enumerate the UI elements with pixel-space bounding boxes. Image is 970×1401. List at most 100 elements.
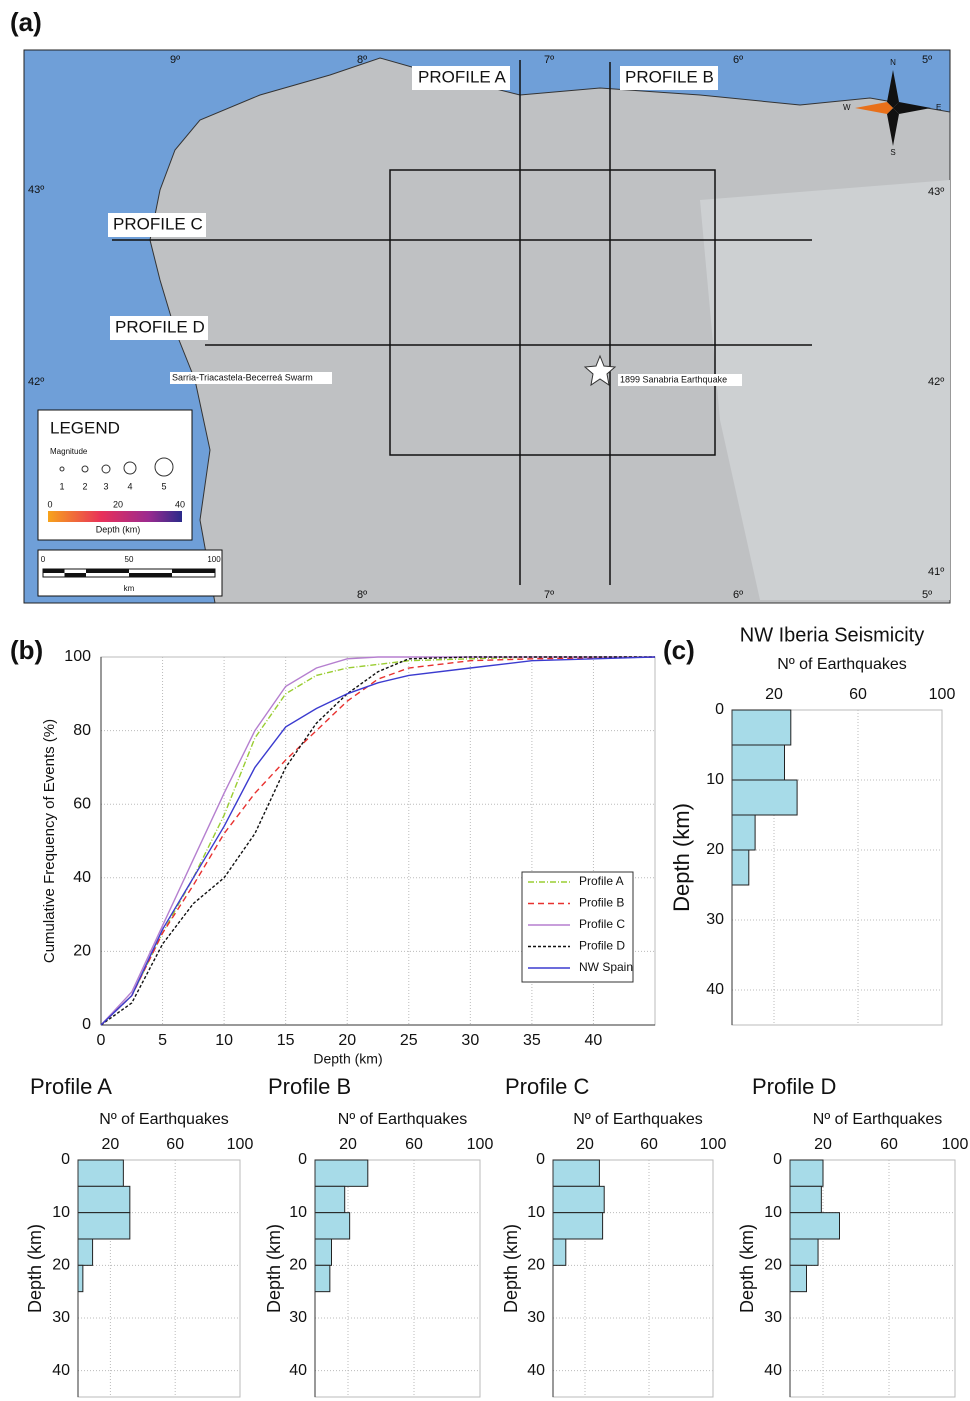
bar [315, 1213, 350, 1239]
x-tick-label: 15 [277, 1032, 295, 1049]
legend-label: 3 [103, 481, 108, 491]
x-tick-label: 20 [102, 1136, 120, 1153]
bar [78, 1186, 130, 1212]
scale-bar [43, 569, 215, 577]
legend-label: Profile C [579, 917, 625, 931]
compass-label: E [936, 103, 941, 112]
y-tick-label: 10 [706, 771, 724, 788]
latitude-label: 43º [928, 186, 944, 198]
legend-symbol [124, 462, 136, 474]
x-axis-label: Nº of Earthquakes [813, 1111, 942, 1128]
y-axis-label: Depth (km) [737, 1224, 757, 1313]
legend-label: Profile B [579, 896, 624, 910]
legend-label: Profile A [579, 874, 624, 888]
bar [553, 1186, 604, 1212]
bar [790, 1239, 818, 1265]
legend-label: NW Spain [579, 960, 633, 974]
x-axis-label: Nº of Earthquakes [99, 1111, 228, 1128]
bar [790, 1265, 807, 1291]
y-tick-label: 100 [64, 648, 91, 665]
scale-label: km [124, 584, 135, 593]
y-axis-label: Depth (km) [264, 1224, 284, 1313]
bar [553, 1239, 566, 1265]
x-tick-label: 60 [166, 1136, 184, 1153]
longitude-label: 6º [733, 589, 743, 601]
longitude-label: 9º [170, 54, 180, 66]
x-tick-label: 100 [467, 1136, 494, 1153]
y-tick-label: 10 [52, 1204, 70, 1221]
x-tick-label: 5 [158, 1032, 167, 1049]
depth-colorbar [48, 511, 182, 522]
chart-title: Profile A [30, 1074, 112, 1099]
y-tick-label: 30 [527, 1309, 545, 1326]
profile-label: PROFILE C [113, 214, 203, 233]
panel-label: (c) [663, 635, 695, 665]
y-tick-label: 10 [289, 1204, 307, 1221]
bar [315, 1186, 345, 1212]
y-tick-label: 0 [773, 1151, 782, 1168]
chart-title: NW Iberia Seismicity [740, 624, 924, 646]
x-tick-label: 25 [400, 1032, 418, 1049]
legend-label: 4 [127, 481, 132, 491]
latitude-label: 42º [28, 376, 44, 388]
x-tick-label: 20 [765, 686, 783, 703]
x-axis-label: Nº of Earthquakes [338, 1111, 467, 1128]
legend-symbol [155, 458, 173, 476]
x-tick-label: 20 [339, 1136, 357, 1153]
legend-label: 40 [175, 499, 185, 509]
y-tick-label: 10 [527, 1204, 545, 1221]
panel-label: (a) [10, 7, 42, 37]
chart-title: Profile B [268, 1074, 351, 1099]
y-tick-label: 30 [289, 1309, 307, 1326]
legend-label: 0 [47, 499, 52, 509]
page: (a) PROFILE A PROFILE B PROFILE C PROFIL… [0, 0, 970, 1401]
legend-symbol [60, 467, 64, 471]
x-tick-label: 100 [942, 1136, 969, 1153]
y-tick-label: 20 [73, 943, 91, 960]
scale-label: 0 [41, 555, 46, 564]
legend-label: 1 [59, 481, 64, 491]
y-tick-label: 0 [536, 1151, 545, 1168]
y-tick-label: 40 [73, 869, 91, 886]
bar [732, 710, 791, 745]
bar [78, 1213, 130, 1239]
figure: (a) PROFILE A PROFILE B PROFILE C PROFIL… [0, 0, 970, 1401]
x-axis-label: Depth (km) [313, 1051, 382, 1067]
y-tick-label: 40 [764, 1362, 782, 1379]
x-tick-label: 60 [405, 1136, 423, 1153]
bar [553, 1213, 603, 1239]
bar [732, 780, 797, 815]
y-axis-label: Depth (km) [25, 1224, 45, 1313]
latitude-label: 42º [928, 376, 944, 388]
bar [732, 815, 755, 850]
chart-title: Profile C [505, 1074, 589, 1099]
latitude-label: 41º [928, 566, 944, 578]
bar [790, 1186, 821, 1212]
y-tick-label: 40 [52, 1362, 70, 1379]
profile-label: PROFILE B [625, 67, 714, 86]
x-tick-label: 100 [700, 1136, 727, 1153]
y-tick-label: 40 [527, 1362, 545, 1379]
x-tick-label: 10 [215, 1032, 233, 1049]
bar [78, 1265, 83, 1291]
bar [790, 1160, 823, 1186]
bar [553, 1160, 599, 1186]
x-tick-label: 0 [97, 1032, 106, 1049]
y-tick-label: 10 [764, 1204, 782, 1221]
legend-label: 5 [161, 481, 166, 491]
x-tick-label: 60 [880, 1136, 898, 1153]
bar [315, 1265, 330, 1291]
y-tick-label: 0 [715, 701, 724, 718]
y-tick-label: 60 [73, 795, 91, 812]
bar [78, 1239, 93, 1265]
bar [732, 850, 749, 885]
legend-label: Magnitude [50, 447, 88, 456]
x-tick-label: 100 [227, 1136, 254, 1153]
y-tick-label: 40 [289, 1362, 307, 1379]
legend-symbol [102, 465, 110, 473]
y-tick-label: 80 [73, 722, 91, 739]
y-tick-label: 40 [706, 981, 724, 998]
y-tick-label: 0 [61, 1151, 70, 1168]
longitude-label: 5º [922, 589, 932, 601]
legend-label: Depth (km) [96, 524, 141, 534]
